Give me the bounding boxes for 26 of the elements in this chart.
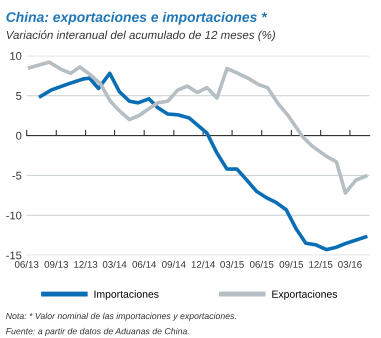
x-tick-label: 12/14	[192, 260, 215, 268]
y-tick-label: -15	[6, 252, 22, 260]
source-note: Fuente: a partir de datos de Aduanas de China.	[6, 328, 189, 336]
x-tick-label: 06/15	[250, 260, 274, 268]
x-tick-label: 09/14	[162, 260, 186, 268]
x-tick-label: 06/14	[132, 260, 156, 268]
y-tick-label: 10	[10, 52, 22, 60]
line-series	[38, 72, 368, 252]
chart-subtitle: Variación interanual del acumulado de 12 meses (%)	[6, 30, 276, 42]
x-tick-label: 09/15	[280, 260, 304, 268]
x-tick-label: 03/14	[102, 260, 126, 268]
x-tick-label: 12/13	[74, 260, 98, 268]
legend-label: Importaciones	[94, 290, 159, 300]
text: Nota: * Valor nominal de las importaciones y exportaciones.	[6, 312, 236, 321]
x-tick-label: 06/13	[14, 260, 38, 268]
chart-title: China: exportaciones e importaciones *	[6, 12, 268, 25]
x-tick-label: 03/15	[220, 260, 244, 268]
y-tick-label: 0	[16, 132, 22, 140]
y-tick-label: 5	[16, 92, 22, 100]
line-series	[28, 60, 368, 195]
legend-label: Exportaciones	[272, 290, 338, 300]
y-tick-label: -5	[12, 172, 22, 180]
x-tick-label: 12/15	[309, 260, 332, 268]
x-tick-label: 09/13	[44, 260, 68, 268]
x-tick-label: 03/16	[338, 260, 362, 268]
y-tick-label: -10	[6, 212, 22, 220]
